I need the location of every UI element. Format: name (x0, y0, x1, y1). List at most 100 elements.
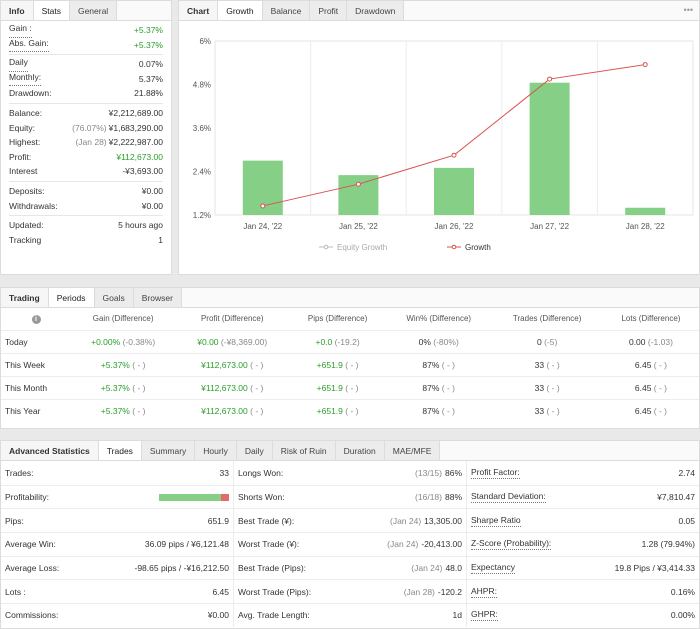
bar-jan-28-22[interactable] (625, 207, 666, 215)
period-cell-gain: +0.00% (-0.38%) (71, 329, 176, 353)
period-cell-pips: +651.9 ( - ) (289, 352, 386, 376)
tab-growth[interactable]: Growth (218, 1, 263, 20)
stat-row-trades: Trades: 33 (1, 461, 233, 485)
period-lots-value: 6.45 (634, 405, 652, 416)
x-tick-label: Jan 24, '22 (243, 222, 282, 231)
tab-mae-mfe[interactable]: MAE/MFE (384, 441, 441, 460)
growth-point-jan-26-22[interactable] (451, 152, 457, 158)
stat-value-group: 19.8 Pips / ¥3,414.33 (615, 563, 695, 573)
stat-value: -98.65 pips / -¥16,212.50 (134, 563, 229, 574)
period-win-value: 87% (422, 405, 440, 416)
period-lots-value: 0.00 (628, 336, 646, 347)
bar-jan-27-22[interactable] (529, 82, 570, 215)
legend-label-growth[interactable]: Growth (465, 243, 491, 252)
stat-value: 19.8 Pips / ¥3,414.33 (614, 563, 695, 574)
period-cell-pips: +0.0 (-19.2) (289, 329, 386, 353)
tab-stats[interactable]: Stats (33, 1, 70, 20)
tab-browser[interactable]: Browser (133, 288, 182, 307)
legend-label-equity-growth[interactable]: Equity Growth (337, 243, 387, 252)
tab-profit[interactable]: Profit (310, 1, 348, 20)
tab-daily[interactable]: Daily (236, 441, 273, 460)
period-lots-value: 6.45 (634, 382, 652, 393)
period-profit-value: ¥112,673.00 (201, 405, 248, 416)
stat-value: -120.2 (437, 586, 462, 597)
y-tick-label: 3.6% (193, 124, 211, 133)
legend-marker-growth (451, 244, 457, 250)
period-row-this-year: This Year +5.37% ( - ) ¥112,673.00 ( - ) +6… (1, 398, 699, 422)
tab-summary[interactable]: Summary (141, 441, 196, 460)
stat-note: (Jan 28) (403, 586, 435, 597)
tab-advanced-statistics[interactable]: Advanced Statistics (1, 441, 99, 460)
period-gain-value: +5.37% (100, 359, 130, 370)
period-trades-diff: ( - ) (546, 382, 560, 393)
info-label: Interest (9, 166, 38, 177)
y-tick-label: 6% (199, 37, 211, 46)
tab-periods[interactable]: Periods (48, 288, 95, 307)
x-tick-label: Jan 25, '22 (339, 222, 378, 231)
advanced-tabs: Advanced Statistics Trades Summary Hourl… (1, 441, 699, 461)
stat-row-avg-trade-length: Avg. Trade Length: 1d (234, 603, 466, 627)
period-trades-value: 0 (536, 336, 542, 347)
stat-label[interactable]: Z-Score (Probability): (471, 538, 552, 551)
stat-label[interactable]: Expectancy (471, 562, 515, 575)
bar-jan-25-22[interactable] (338, 175, 379, 215)
info-row-equity: Equity: (76.07%) ¥1,683,290.00 (9, 121, 163, 136)
period-row-this-month: This Month +5.37% ( - ) ¥112,673.00 ( - ) +… (1, 375, 699, 399)
period-profit-value: ¥112,673.00 (201, 382, 248, 393)
stat-label: Commissions: (5, 610, 59, 621)
tab-drawdown[interactable]: Drawdown (347, 1, 405, 20)
stat-label[interactable]: AHPR: (471, 585, 497, 598)
tab-general[interactable]: General (69, 1, 118, 20)
x-tick-label: Jan 26, '22 (435, 222, 474, 231)
tab-duration[interactable]: Duration (335, 441, 385, 460)
period-gain-value: +5.37% (100, 405, 130, 416)
info-icon[interactable]: i (1, 308, 71, 330)
info-value: 1 (158, 234, 163, 245)
stat-label: Best Trade (Pips): (238, 563, 307, 574)
growth-point-jan-24-22[interactable] (260, 203, 266, 209)
period-row-this-week: This Week +5.37% ( - ) ¥112,673.00 ( - ) +6… (1, 352, 699, 376)
stat-value-group: 6.45 (212, 587, 229, 597)
stat-row-profitability: Profitability: (1, 484, 233, 509)
growth-point-jan-25-22[interactable] (355, 181, 361, 187)
growth-point-jan-27-22[interactable] (547, 76, 553, 82)
period-gain-diff: ( - ) (132, 382, 146, 393)
stat-label[interactable]: Profit Factor: (471, 466, 520, 479)
stat-label[interactable]: GHPR: (471, 609, 498, 622)
tab-balance[interactable]: Balance (262, 1, 311, 20)
info-note: (Jan 28) (75, 137, 107, 148)
tab-chart[interactable]: Chart (179, 1, 219, 20)
period-cell-gain: +5.37% ( - ) (71, 375, 176, 399)
bar-jan-26-22[interactable] (434, 167, 474, 215)
stat-value: 33 (219, 467, 229, 478)
tab-risk-of-ruin[interactable]: Risk of Ruin (272, 441, 336, 460)
period-cell-profit: ¥112,673.00 ( - ) (175, 352, 290, 376)
divider (9, 180, 163, 182)
tab-goals[interactable]: Goals (94, 288, 134, 307)
stat-label[interactable]: Standard Deviation: (471, 491, 546, 504)
divider (9, 102, 163, 104)
trading-tabs: Trading Periods Goals Browser (1, 288, 699, 308)
info-value-group: 5.37% (139, 72, 163, 87)
info-tabs: Info Stats General (1, 1, 171, 21)
tab-trades[interactable]: Trades (98, 441, 142, 460)
period-cell-trades: 33 ( - ) (491, 352, 603, 376)
growth-point-jan-28-22[interactable] (642, 62, 648, 68)
tab-hourly[interactable]: Hourly (195, 441, 237, 460)
stat-value: 13,305.00 (424, 515, 462, 526)
stat-label[interactable]: Sharpe Ratio (471, 514, 521, 527)
stat-value: ¥7,810.47 (657, 492, 695, 503)
stat-row-average-win: Average Win: 36.09 pips / ¥6,121.48 (1, 532, 233, 556)
tab-trading[interactable]: Trading (1, 288, 49, 307)
stat-value-group: -98.65 pips / -¥16,212.50 (134, 563, 229, 573)
period-trades-value: 33 (534, 359, 545, 370)
period-gain-diff: (-0.38%) (122, 336, 156, 347)
info-value: 21.88% (134, 88, 163, 99)
tab-info[interactable]: Info (1, 1, 34, 20)
period-cell-trades: 33 ( - ) (491, 375, 603, 399)
more-menu-icon[interactable]: ••• (683, 5, 693, 15)
stat-label: Worst Trade (¥): (238, 539, 300, 550)
periods-header-row: i Gain (Difference) Profit (Difference) … (1, 308, 699, 330)
period-pips-diff: (-19.2) (334, 336, 360, 347)
stat-value-group: (Jan 24) 48.0 (411, 563, 462, 573)
